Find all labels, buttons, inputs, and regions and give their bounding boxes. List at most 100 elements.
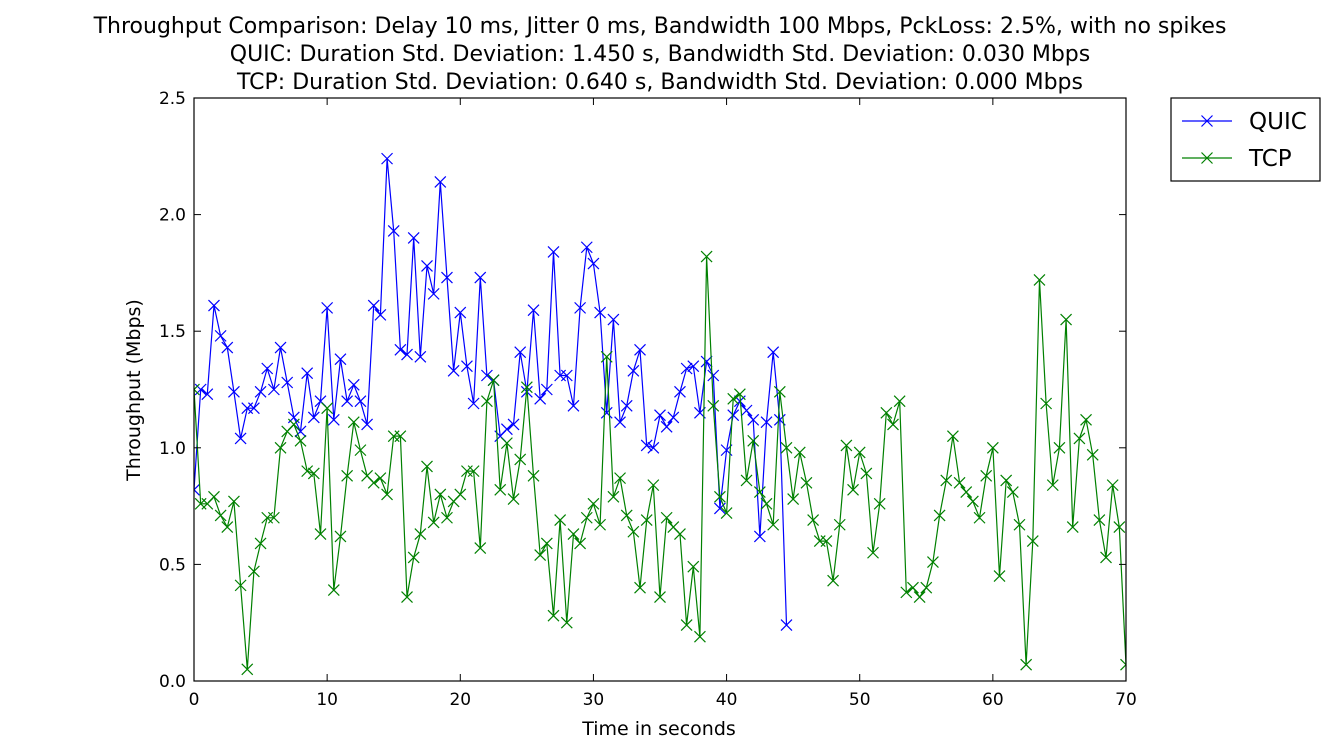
quic-point [394, 343, 407, 356]
tcp-point [840, 439, 853, 452]
quic-point [687, 360, 700, 373]
tcp-point [733, 388, 746, 401]
plot-frame [193, 97, 1127, 682]
tcp-point [760, 497, 773, 510]
tcp-point [933, 509, 946, 522]
tcp-point [993, 570, 1006, 582]
tcp-point [354, 444, 367, 457]
quic-point [700, 355, 713, 368]
tcp-point [341, 469, 354, 482]
tcp-point [307, 467, 320, 480]
tcp-point [980, 469, 993, 482]
quic-point [401, 348, 413, 361]
quic-point [407, 231, 420, 244]
tcp-point [374, 472, 387, 485]
tcp-point [1086, 448, 1099, 461]
quic-point [381, 152, 393, 165]
quic-point [221, 341, 234, 354]
tcp-point [467, 465, 480, 478]
quic-point [461, 360, 473, 373]
tcp-point [587, 497, 600, 510]
tcp-point [367, 476, 380, 489]
quic-point [421, 259, 433, 272]
quic-point [574, 301, 587, 314]
quic-point [387, 224, 400, 237]
tcp-point [314, 528, 327, 541]
quic-point [427, 287, 440, 300]
quic-point [614, 416, 626, 429]
quic-point [547, 245, 560, 258]
tcp-point [294, 434, 307, 447]
tcp-point [274, 441, 287, 454]
tcp-point [1060, 313, 1073, 326]
tcp-point [500, 437, 513, 450]
tcp-point [607, 490, 620, 503]
tcp-point [427, 516, 440, 529]
quic-point [514, 346, 527, 359]
quic-point [454, 306, 467, 319]
quic-point [281, 376, 294, 389]
tcp-point [434, 488, 447, 501]
tcp-point [973, 511, 986, 524]
quic-point [201, 388, 214, 401]
tcp-point [860, 467, 873, 480]
tcp-point [208, 490, 220, 503]
y-tick-label: 0.5 [159, 555, 186, 575]
legend-tcp-label: TCP [1248, 146, 1292, 172]
tcp-point [660, 511, 673, 524]
tcp-point [321, 402, 334, 415]
tcp-point [267, 511, 280, 524]
tcp-point [301, 465, 314, 478]
tcp-point [687, 560, 700, 573]
tcp-point [441, 511, 453, 524]
quic-point [194, 483, 200, 496]
tcp-point [1120, 658, 1126, 671]
tcp-point [514, 453, 527, 466]
tcp-point [327, 584, 340, 596]
tcp-point [753, 486, 766, 499]
tcp-point [680, 619, 693, 631]
tcp-point [594, 518, 607, 531]
tcp-point [654, 591, 666, 603]
tcp-point [634, 581, 646, 594]
quic-point [747, 413, 760, 426]
tcp-point [414, 528, 427, 541]
tcp-point [381, 488, 393, 501]
tcp-point [1066, 521, 1079, 534]
tcp-point [527, 469, 540, 482]
quic-point [467, 397, 480, 410]
tcp-point [347, 416, 360, 429]
quic-point [361, 418, 374, 431]
tcp-point [401, 591, 413, 603]
x-tick-label: 70 [1115, 690, 1137, 710]
quic-point [640, 439, 653, 452]
legend-quic-label: QUIC [1249, 109, 1307, 135]
x-tick-label: 20 [449, 690, 471, 710]
tcp-point [600, 350, 613, 363]
chart-title: Throughput Comparison: Delay 10 ms, Jitt… [93, 14, 1227, 95]
tcp-point [221, 521, 234, 534]
tcp-point [787, 493, 800, 506]
tcp-point [887, 418, 899, 431]
tcp-point [1000, 474, 1013, 487]
quic-point [540, 383, 553, 396]
quic-point [567, 399, 580, 412]
tcp-point [394, 430, 407, 443]
quic-point [228, 385, 240, 398]
quic-point [707, 369, 720, 382]
tcp-point [614, 472, 626, 485]
quic-point [374, 308, 387, 321]
series-layer [194, 152, 1126, 676]
legend-frame [1170, 97, 1321, 182]
quic-point [474, 271, 487, 284]
tcp-point [920, 581, 933, 594]
x-tick-label: 0 [189, 690, 200, 710]
quic-point [753, 530, 766, 543]
tcp-point [1106, 479, 1119, 492]
quic-point [214, 329, 227, 342]
tcp-point [474, 542, 487, 555]
tcp-point [520, 381, 533, 394]
tcp-point [853, 446, 866, 459]
y-axis: 0.0 0.5 1.0 1.5 2.0 2.5 [159, 89, 1126, 692]
